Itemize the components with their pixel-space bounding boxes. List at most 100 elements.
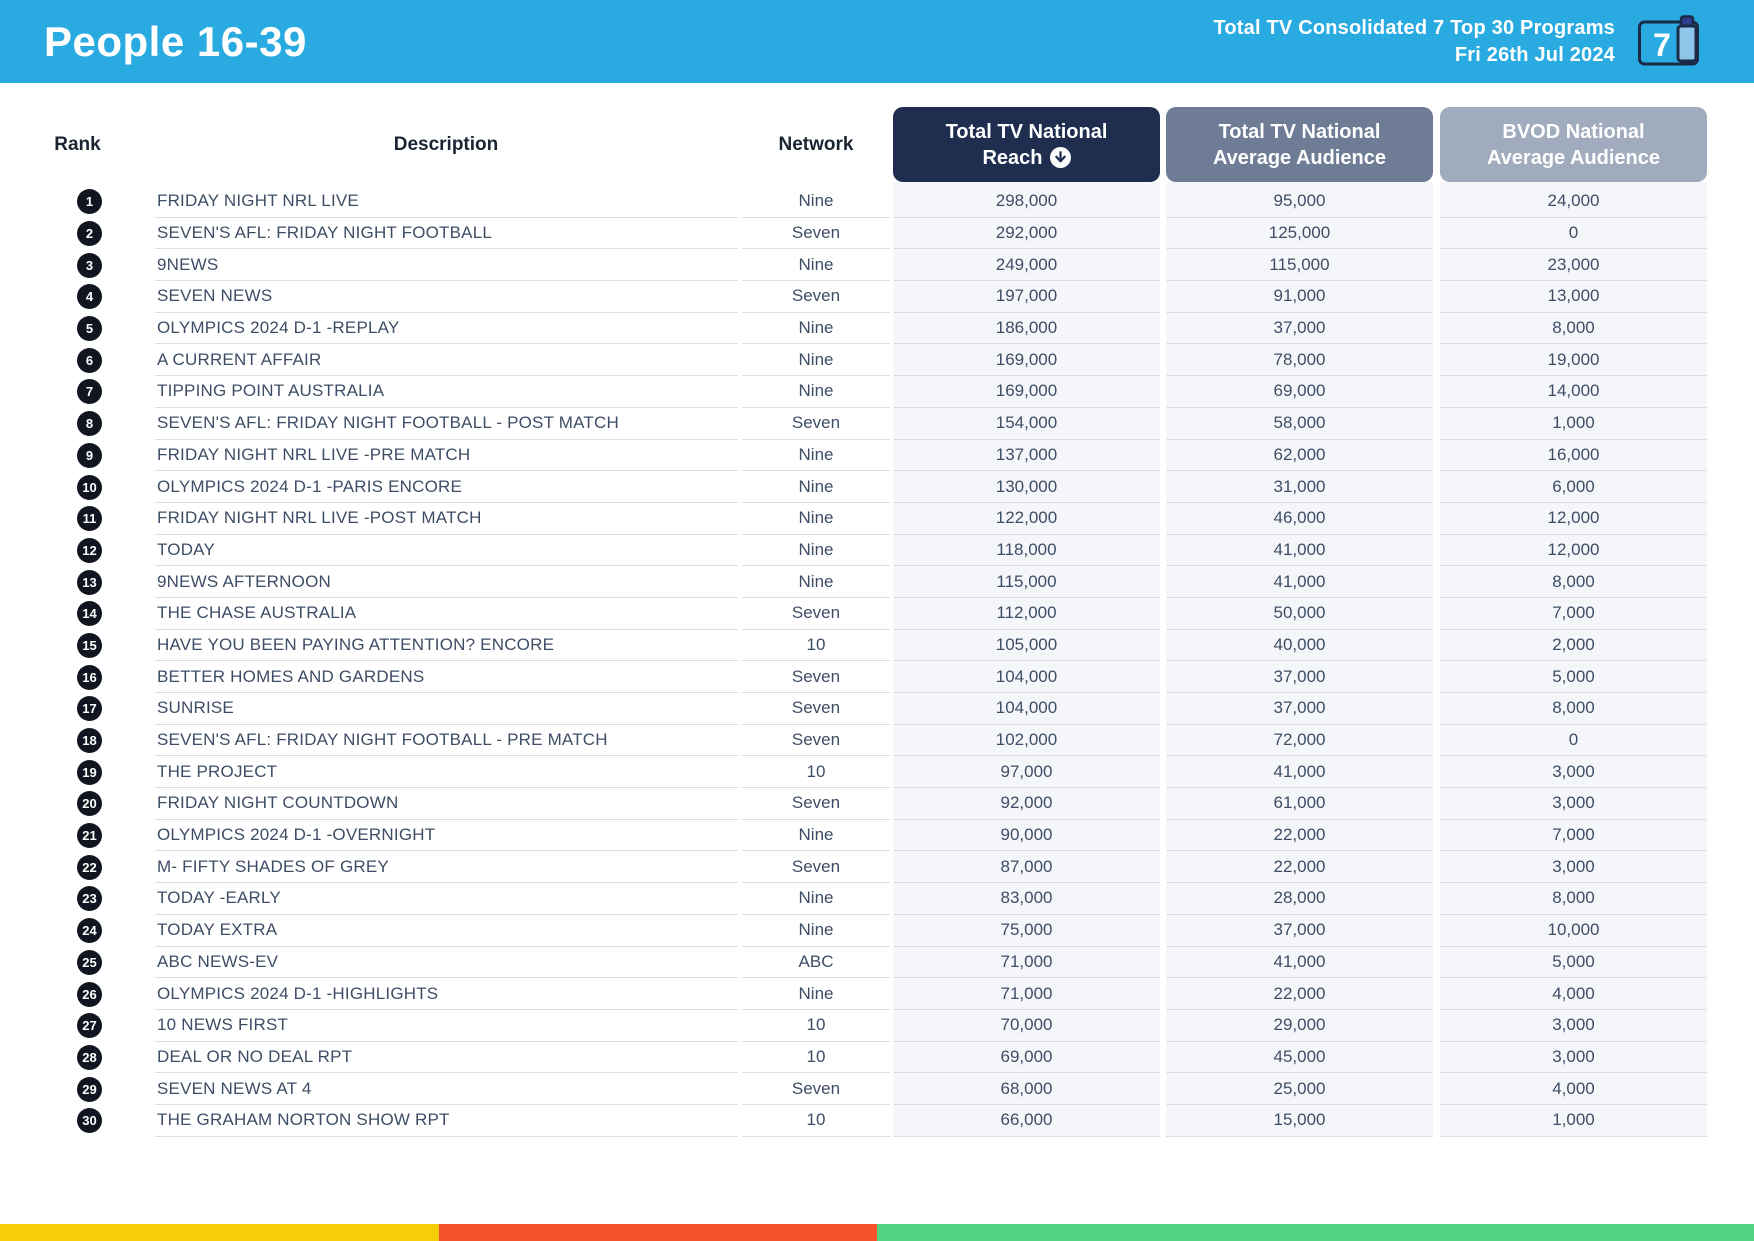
bvod-average-audience-value: 12,000 xyxy=(1440,535,1707,567)
bvod-average-audience-value: 3,000 xyxy=(1440,851,1707,884)
rank-badge: 2 xyxy=(77,221,102,247)
rank-cell: 20 xyxy=(0,788,155,820)
network-name: 10 xyxy=(742,756,890,789)
total-tv-average-audience-value: 22,000 xyxy=(1166,820,1433,852)
table-row: 1 FRIDAY NIGHT NRL LIVE Nine 298,000 95,000 2… xyxy=(0,186,1707,218)
network-name: Seven xyxy=(742,281,890,313)
rank-badge: 21 xyxy=(77,823,102,849)
network-name: Seven xyxy=(742,725,890,757)
total-tv-average-audience-value: 91,000 xyxy=(1166,281,1433,313)
table-row: 17 SUNRISE Seven 104,000 37,000 8,000 xyxy=(0,693,1707,725)
total-tv-reach-value: 83,000 xyxy=(893,883,1160,915)
total-tv-reach-column-header[interactable]: Total TV National Reach xyxy=(893,107,1160,182)
network-name: Seven xyxy=(742,788,890,820)
bvod-average-audience-value: 3,000 xyxy=(1440,1010,1707,1042)
total-tv-average-audience-value: 28,000 xyxy=(1166,883,1433,915)
total-tv-reach-value: 102,000 xyxy=(893,725,1160,757)
rank-badge: 8 xyxy=(77,411,102,437)
program-description: TODAY -EARLY xyxy=(155,883,737,915)
table-row: 11 FRIDAY NIGHT NRL LIVE -POST MATCH Nine 1… xyxy=(0,503,1707,535)
rank-cell: 29 xyxy=(0,1073,155,1105)
network-name: Nine xyxy=(742,566,890,598)
table-row: 12 TODAY Nine 118,000 41,000 12,000 xyxy=(0,535,1707,567)
rank-cell: 7 xyxy=(0,376,155,408)
rank-badge: 6 xyxy=(77,347,102,373)
total-tv-average-audience-value: 37,000 xyxy=(1166,313,1433,345)
network-name: Nine xyxy=(742,186,890,218)
total-tv-reach-value: 71,000 xyxy=(893,978,1160,1010)
total-tv-average-audience-value: 78,000 xyxy=(1166,344,1433,377)
network-name: Seven xyxy=(742,693,890,725)
rank-cell: 22 xyxy=(0,851,155,883)
rank-badge: 23 xyxy=(77,886,102,912)
rank-cell: 13 xyxy=(0,566,155,598)
bvod-average-audience-value: 13,000 xyxy=(1440,281,1707,313)
page-banner: People 16-39 Total TV Consolidated 7 Top… xyxy=(0,0,1754,83)
rank-cell: 2 xyxy=(0,218,155,250)
program-description: SEVEN'S AFL: FRIDAY NIGHT FOOTBALL - PRE… xyxy=(155,725,737,757)
rank-badge: 10 xyxy=(77,474,102,500)
table-row: 21 OLYMPICS 2024 D-1 -OVERNIGHT Nine 90,000… xyxy=(0,820,1707,852)
total-tv-reach-value: 137,000 xyxy=(893,440,1160,472)
bvod-average-audience-value: 3,000 xyxy=(1440,756,1707,789)
total-tv-average-audience-value: 22,000 xyxy=(1166,978,1433,1010)
total-tv-reach-value: 75,000 xyxy=(893,915,1160,947)
rank-cell: 21 xyxy=(0,820,155,852)
total-tv-reach-value: 115,000 xyxy=(893,566,1160,598)
network-name: 10 xyxy=(742,1105,890,1137)
rank-cell: 28 xyxy=(0,1042,155,1074)
network-name: Nine xyxy=(742,915,890,947)
header-line: Reach xyxy=(982,146,1043,169)
bvod-average-audience-value: 7,000 xyxy=(1440,820,1707,852)
total-tv-average-audience-value: 62,000 xyxy=(1166,440,1433,472)
program-description: M- FIFTY SHADES OF GREY xyxy=(155,851,737,884)
total-tv-reach-value: 104,000 xyxy=(893,661,1160,693)
table-row: 16 BETTER HOMES AND GARDENS Seven 104,000 37… xyxy=(0,661,1707,693)
total-tv-reach-value: 104,000 xyxy=(893,693,1160,725)
table-row: 8 SEVEN'S AFL: FRIDAY NIGHT FOOTBALL - PO… xyxy=(0,408,1707,440)
bvod-average-audience-value: 4,000 xyxy=(1440,1073,1707,1105)
program-description: OLYMPICS 2024 D-1 -REPLAY xyxy=(155,313,737,345)
bvod-average-audience-value: 0 xyxy=(1440,218,1707,250)
total-tv-average-audience-value: 29,000 xyxy=(1166,1010,1433,1042)
table-row: 14 THE CHASE AUSTRALIA Seven 112,000 50,000 7… xyxy=(0,598,1707,630)
rank-cell: 23 xyxy=(0,883,155,915)
total-tv-reach-value: 186,000 xyxy=(893,313,1160,345)
bvod-average-audience-column-header[interactable]: BVOD National Average Audience xyxy=(1440,107,1707,182)
total-tv-average-audience-value: 41,000 xyxy=(1166,947,1433,979)
total-tv-average-audience-column-header[interactable]: Total TV National Average Audience xyxy=(1166,107,1433,182)
total-tv-average-audience-value: 37,000 xyxy=(1166,915,1433,947)
report-subtitle: Total TV Consolidated 7 Top 30 Programs … xyxy=(1213,15,1615,69)
rank-cell: 3 xyxy=(0,249,155,281)
header-line: Average Audience xyxy=(1212,146,1387,169)
program-description: OLYMPICS 2024 D-1 -OVERNIGHT xyxy=(155,820,737,852)
total-tv-average-audience-value: 15,000 xyxy=(1166,1105,1433,1137)
total-tv-average-audience-value: 58,000 xyxy=(1166,408,1433,440)
rank-badge: 25 xyxy=(77,949,102,975)
table-row: 18 SEVEN'S AFL: FRIDAY NIGHT FOOTBALL - P… xyxy=(0,725,1707,757)
table-row: 26 OLYMPICS 2024 D-1 -HIGHLIGHTS Nine 71,00… xyxy=(0,978,1707,1010)
page-title: People 16-39 xyxy=(44,17,307,65)
total-tv-average-audience-value: 61,000 xyxy=(1166,788,1433,820)
network-name: Nine xyxy=(742,503,890,535)
total-tv-average-audience-value: 25,000 xyxy=(1166,1073,1433,1105)
bvod-average-audience-value: 3,000 xyxy=(1440,1042,1707,1074)
program-description: OLYMPICS 2024 D-1 -PARIS ENCORE xyxy=(155,471,737,503)
program-description: FRIDAY NIGHT NRL LIVE xyxy=(155,186,737,218)
rank-cell: 18 xyxy=(0,725,155,757)
total-tv-reach-value: 122,000 xyxy=(893,503,1160,535)
rank-cell: 24 xyxy=(0,915,155,947)
rank-badge: 12 xyxy=(77,537,102,563)
bvod-average-audience-value: 8,000 xyxy=(1440,693,1707,725)
report-name: Total TV Consolidated 7 Top 30 Programs xyxy=(1213,16,1615,39)
sort-descending-icon[interactable] xyxy=(1049,147,1071,168)
program-description: TODAY xyxy=(155,535,737,567)
total-tv-average-audience-value: 115,000 xyxy=(1166,249,1433,282)
rank-badge: 29 xyxy=(77,1076,102,1102)
bvod-average-audience-value: 4,000 xyxy=(1440,978,1707,1010)
total-tv-reach-value: 90,000 xyxy=(893,820,1160,852)
total-tv-reach-value: 97,000 xyxy=(893,756,1160,789)
description-column-header: Description xyxy=(393,133,499,155)
table-row: 25 ABC NEWS-EV ABC 71,000 41,000 5,000 xyxy=(0,947,1707,979)
